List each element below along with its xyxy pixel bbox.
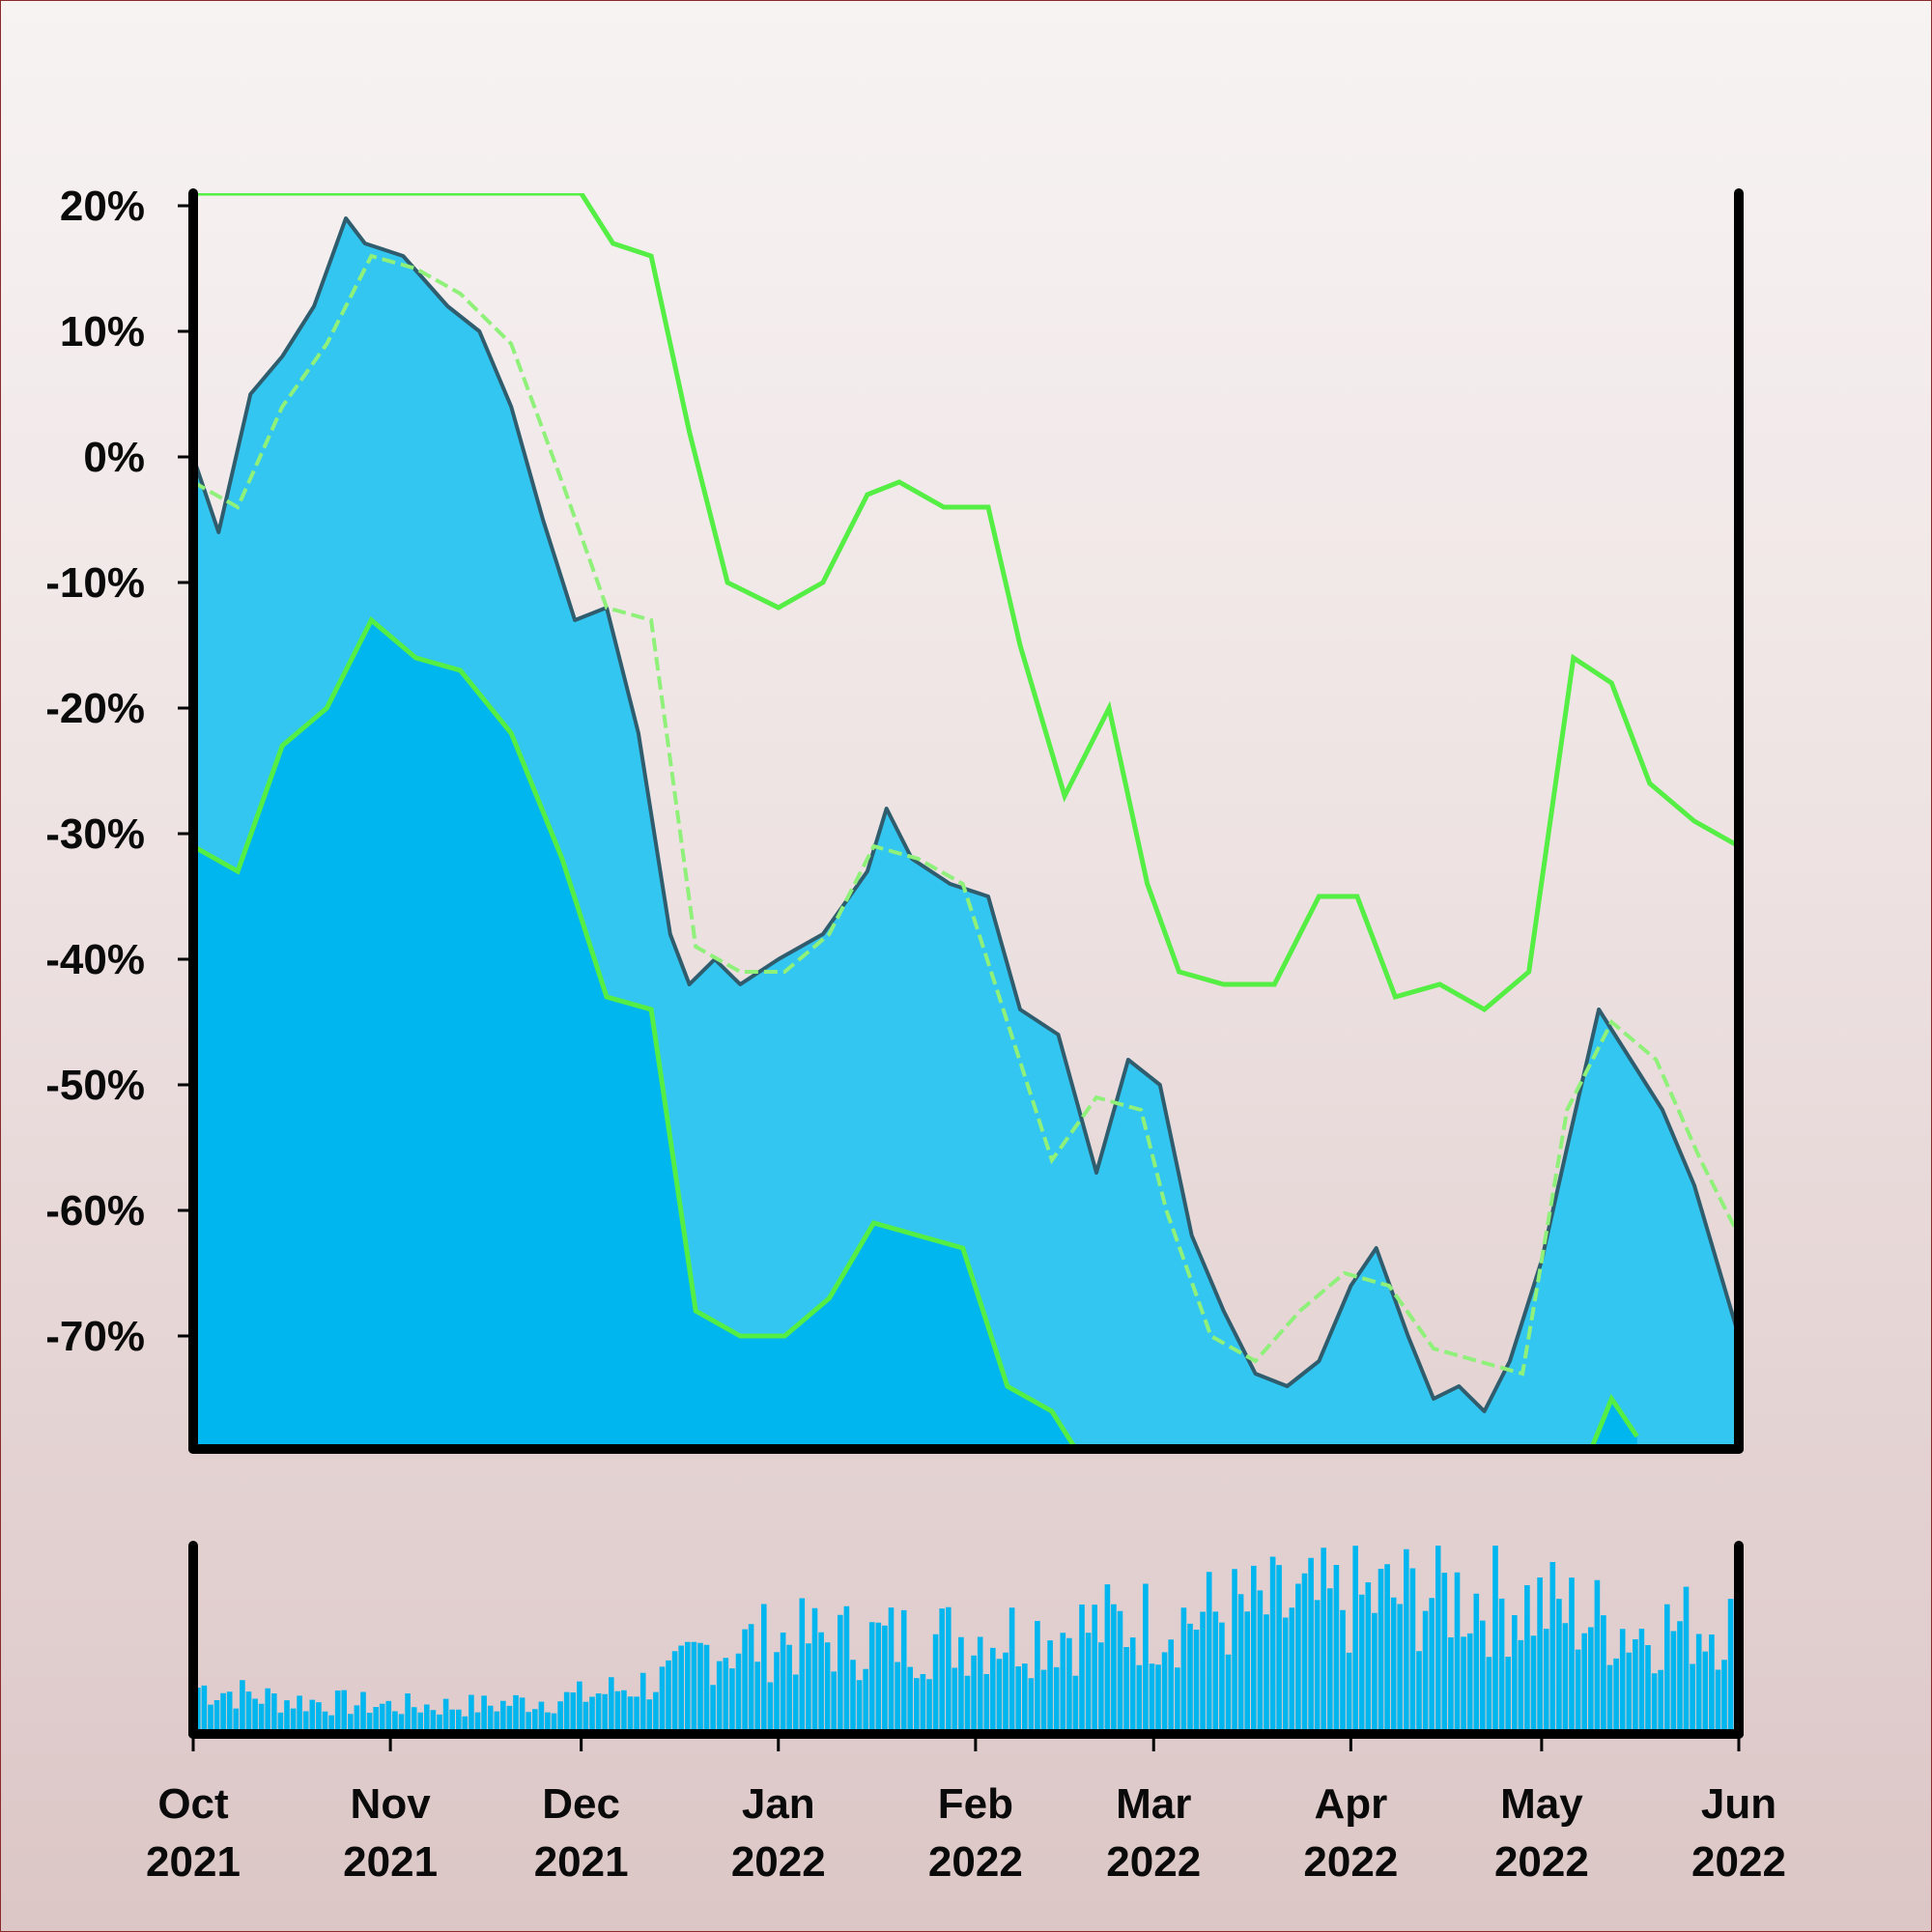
y-tick-label: -40% [45, 936, 145, 983]
y-tick-label: -30% [45, 810, 145, 858]
x-tick-month: Dec [542, 1780, 620, 1828]
y-tick-label: -20% [45, 685, 145, 732]
x-tick-month: Jun [1701, 1780, 1776, 1828]
lower-band-line [193, 616, 1639, 1449]
x-axis-ticks: Oct 2021 Nov 2021 Dec 2021 Jan 2022 Feb 2022 Mar 20… [146, 1734, 1786, 1886]
price-line [193, 216, 1739, 1413]
axes [188, 188, 1744, 1739]
x-tick-year: 2021 [534, 1838, 629, 1886]
y-axis-ticks: 20% 10% 0% -10% -20% -30% -40% -50% -60% -70% [45, 183, 193, 1360]
x-tick-year: 2022 [928, 1838, 1023, 1886]
y-tick-label: -10% [45, 559, 145, 607]
x-tick-month: Nov [351, 1780, 432, 1828]
x-tick-month: Oct [157, 1780, 229, 1828]
lower-band-area [193, 620, 1637, 1449]
y-tick-label: 10% [60, 308, 145, 355]
x-tick-year: 2022 [1106, 1838, 1201, 1886]
upper-band-line [193, 193, 1739, 1013]
x-tick-year: 2022 [1494, 1838, 1589, 1886]
x-tick-year: 2022 [1303, 1838, 1398, 1886]
y-tick-label: -50% [45, 1062, 145, 1109]
plot-clip-group [193, 193, 1739, 1449]
y-tick-label: -70% [45, 1313, 145, 1360]
moving-average-line [193, 253, 1739, 1377]
x-tick-month: Jan [742, 1780, 815, 1828]
volume-plot-area [195, 1546, 1740, 1734]
volume-bars [195, 1546, 1740, 1734]
x-tick-month: Apr [1314, 1780, 1387, 1828]
x-tick-year: 2021 [146, 1838, 241, 1886]
x-tick-year: 2022 [731, 1838, 826, 1886]
y-tick-label: -60% [45, 1187, 145, 1235]
x-tick-month: Feb [938, 1780, 1013, 1828]
x-tick-year: 2021 [343, 1838, 438, 1886]
x-tick-year: 2022 [1691, 1838, 1786, 1886]
y-tick-label: 0% [83, 434, 145, 481]
x-tick-month: Mar [1116, 1780, 1191, 1828]
x-tick-month: May [1500, 1780, 1583, 1828]
y-tick-label: 20% [60, 183, 145, 230]
main-plot-area [193, 193, 1739, 1449]
